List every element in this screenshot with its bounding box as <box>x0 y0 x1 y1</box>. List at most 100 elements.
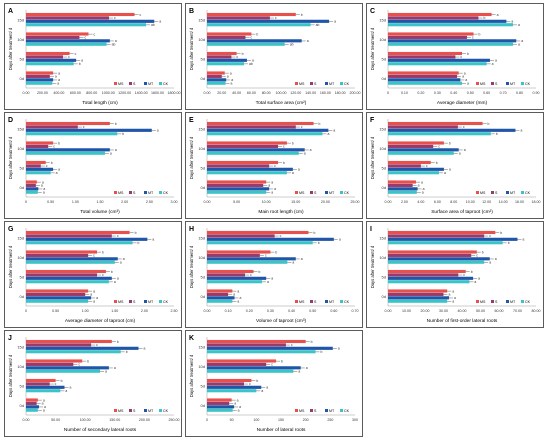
legend-swatch-MS <box>114 82 117 85</box>
legend-label-CK: CK <box>163 409 169 413</box>
bar-CK-10d <box>207 42 285 46</box>
bar-CK-10d <box>388 151 454 155</box>
legend-swatch-MS <box>295 300 298 303</box>
legend-label-MT: MT <box>510 82 516 86</box>
legend-label-MS: MS <box>480 300 486 304</box>
significance-label: a <box>69 386 71 390</box>
bar-MS-10d <box>388 141 444 145</box>
panel-letter: A <box>8 8 13 15</box>
significance-label: c <box>291 343 293 347</box>
y-axis-label: Days after treatment/ d <box>8 136 13 179</box>
x-tick-label: 50.00 <box>476 309 485 313</box>
significance-label: ab <box>290 43 294 47</box>
legend-label-S: S <box>133 82 136 86</box>
x-tick-label: 80.00 <box>532 309 541 313</box>
significance-label: c <box>271 363 273 367</box>
legend-swatch-CK <box>340 409 343 412</box>
significance-label: a <box>523 238 525 242</box>
significance-label: a <box>454 296 456 300</box>
significance-label: c <box>274 164 276 168</box>
significance-label: a <box>301 257 303 261</box>
x-tick-label: 2.00 <box>401 200 408 204</box>
x-tick-label: 20.00 <box>321 200 330 204</box>
panel-letter: B <box>189 8 194 15</box>
x-tick-label: 10.00 <box>402 309 411 313</box>
legend-label-MT: MT <box>148 300 154 304</box>
bar-S-15d <box>26 234 112 238</box>
x-axis-label: Surface area of taproot (cm²) <box>431 209 493 215</box>
chart-svg-G: G 0 0.50 1.00 1.50 2.00 2.50 Average diameter o… <box>4 221 182 328</box>
bar-CK-0d <box>26 81 53 85</box>
significance-label: c <box>489 234 491 238</box>
bar-MT-0d <box>26 405 40 409</box>
x-tick-label: 0.70 <box>352 309 359 313</box>
significance-label: a <box>159 20 161 24</box>
x-tick-label: 0.30 <box>267 309 274 313</box>
legend-swatch-MT <box>325 82 328 85</box>
legend-label-MT: MT <box>329 409 335 413</box>
legend-label-MS: MS <box>118 409 124 413</box>
significance-label: a <box>238 409 240 413</box>
panel-letter: I <box>370 226 372 233</box>
significance-label: a <box>81 59 83 63</box>
significance-label: a <box>41 184 43 188</box>
bar-MS-0d <box>207 71 225 75</box>
bar-S-0d <box>388 183 413 187</box>
significance-label: c <box>140 13 142 17</box>
legend-label-S: S <box>495 300 498 304</box>
bar-MT-5d <box>388 58 490 62</box>
bar-S-15d <box>207 125 296 129</box>
x-tick-label: 0.40 <box>450 91 457 95</box>
bar-MS-0d <box>26 180 37 184</box>
x-tick-label: 0 <box>25 309 27 313</box>
significance-label: c <box>75 52 77 56</box>
bar-S-0d <box>207 74 222 78</box>
significance-label: c <box>83 125 85 129</box>
legend-swatch-MT <box>325 300 328 303</box>
bar-MT-5d <box>207 58 247 62</box>
x-tick-label: 0 <box>387 91 389 95</box>
significance-label: b <box>51 161 53 165</box>
significance-label: b <box>488 122 490 126</box>
significance-label: a <box>462 75 464 79</box>
bar-S-15d <box>26 343 92 347</box>
bar-CK-0d <box>207 408 233 412</box>
chart-svg-C: C 0 0.10 0.20 0.30 0.40 0.50 0.60 0.70 0.80 0.90 Av… <box>366 3 544 110</box>
legend-label-CK: CK <box>163 82 169 86</box>
chart-svg-H: H 0.00 0.10 0.20 0.30 0.40 0.50 0.60 0.70 Volume … <box>185 221 363 328</box>
legend-label-MT: MT <box>148 409 154 413</box>
panel-letter: J <box>8 335 12 342</box>
y-category-label: 10d <box>379 255 386 260</box>
significance-label: a <box>93 289 95 293</box>
bar-MS-10d <box>388 32 474 36</box>
significance-label: c <box>463 273 465 277</box>
significance-label: a <box>58 71 60 75</box>
x-tick-label: 0.70 <box>500 91 507 95</box>
bar-S-5d <box>26 55 63 59</box>
significance-label: a <box>271 277 273 281</box>
significance-label: c <box>68 55 70 59</box>
x-tick-label: 0.00 <box>204 200 211 204</box>
x-tick-label: 20.00 <box>421 309 430 313</box>
bar-CK-10d <box>388 42 513 46</box>
legend-swatch-MT <box>144 82 147 85</box>
chart-svg-E: E 0.00 5.00 10.00 15.00 20.00 25.00 Main root l… <box>185 112 363 219</box>
legend-swatch-CK <box>521 191 524 194</box>
legend-swatch-S <box>129 300 132 303</box>
significance-label: a <box>452 289 454 293</box>
x-tick-label: 8.00 <box>450 200 457 204</box>
x-tick-label: 1200.00 <box>118 91 131 95</box>
bar-MT-5d <box>26 58 77 62</box>
significance-label: b <box>256 32 258 36</box>
bar-S-15d <box>207 343 286 347</box>
bar-MS-15d <box>388 121 483 126</box>
x-tick-label: 160.00 <box>320 91 331 95</box>
bar-MT-10d <box>26 39 110 43</box>
bar-S-5d <box>388 55 456 59</box>
significance-label: a <box>58 78 60 82</box>
legend-label-MT: MT <box>329 82 335 86</box>
significance-label: a <box>237 398 239 402</box>
significance-label: c <box>438 145 440 149</box>
chart-panel-B: B 0.00 20.00 40.00 60.00 80.00 100.00 120.00 140… <box>185 3 363 110</box>
